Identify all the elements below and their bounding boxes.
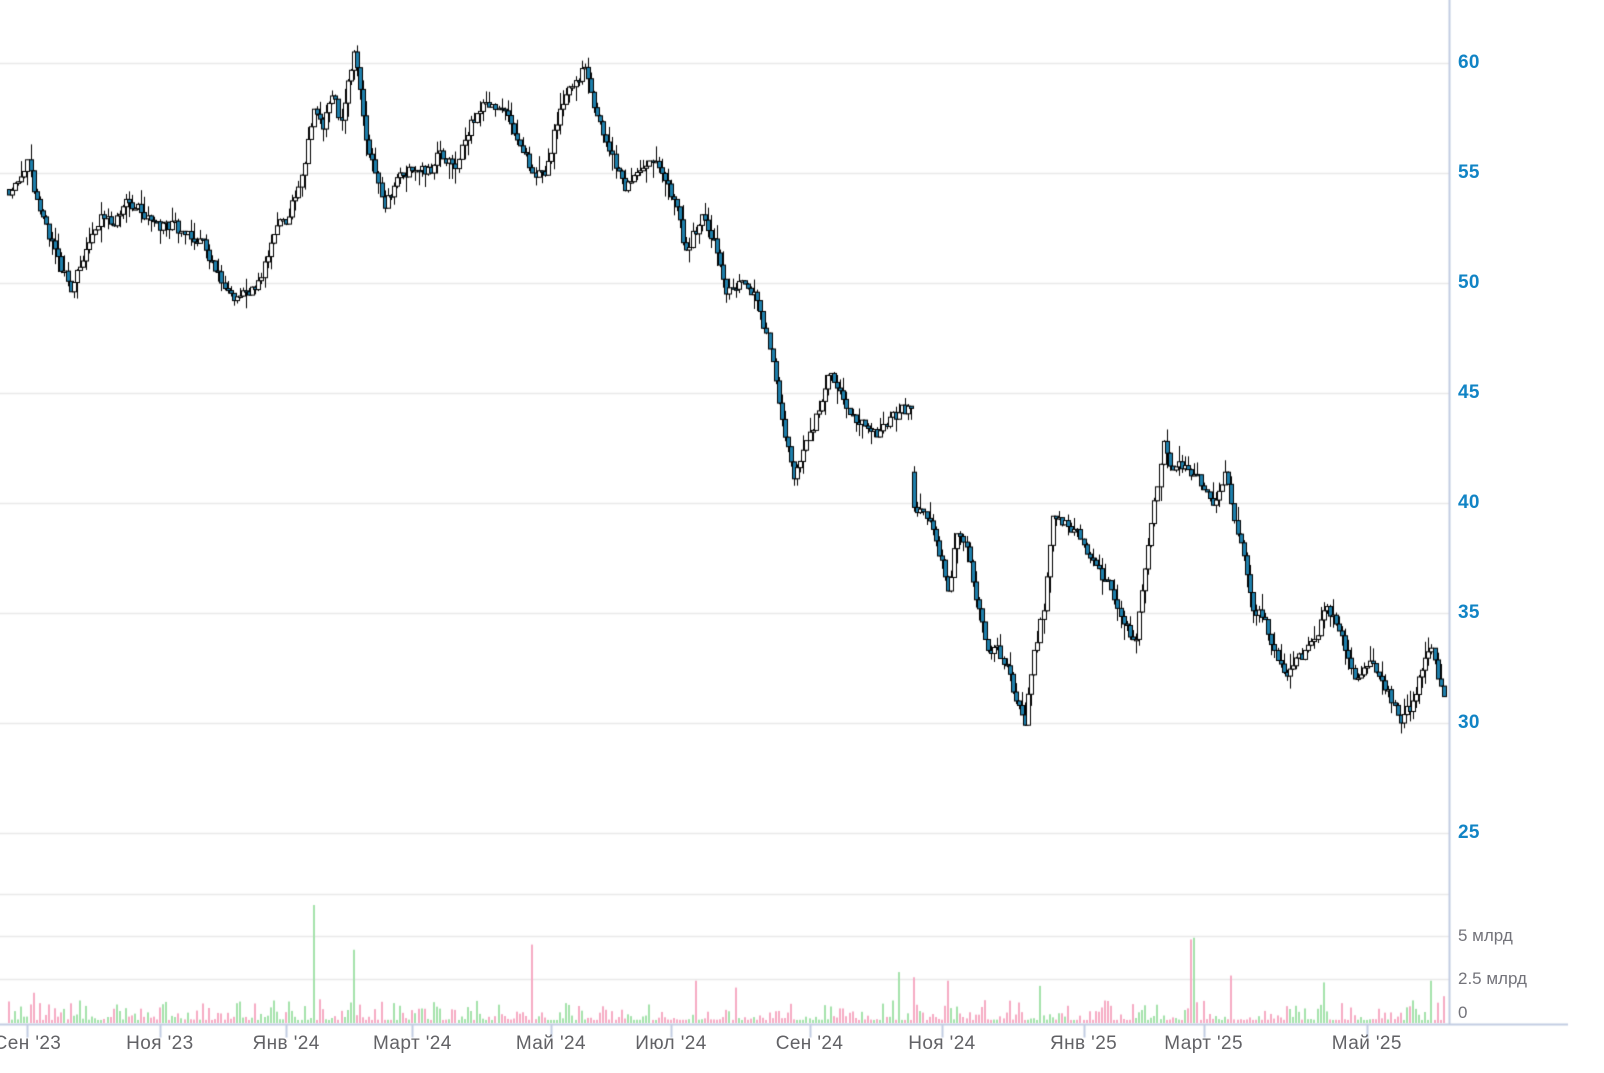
x-axis-label: Янв '25: [1049, 1033, 1118, 1054]
x-axis-label: Март '24: [372, 1033, 452, 1054]
x-axis-label: Ноя '23: [126, 1033, 194, 1054]
y-axis-label: 60: [1458, 52, 1480, 73]
y-axis-label: 55: [1458, 162, 1480, 183]
x-axis-label: Сен '24: [775, 1033, 844, 1054]
volume-axis-label: 5 млрд: [1458, 926, 1513, 945]
y-axis-label: 25: [1458, 822, 1480, 843]
x-axis-label: Июл '24: [635, 1033, 707, 1054]
x-axis-label: Май '24: [515, 1033, 586, 1054]
x-axis-label: Янв '24: [252, 1033, 320, 1054]
x-axis-label: Май '25: [1331, 1033, 1402, 1054]
x-axis-label: Сен '23: [0, 1033, 62, 1054]
y-axis-label: 40: [1458, 492, 1480, 513]
y-axis-label: 30: [1458, 712, 1480, 733]
y-axis-label: 45: [1458, 382, 1480, 403]
volume-axis-label: 2.5 млрд: [1458, 969, 1527, 988]
volume-axis-label: 0: [1458, 1003, 1468, 1022]
x-axis-label: Март '25: [1164, 1033, 1243, 1054]
x-axis-label: Ноя '24: [908, 1033, 976, 1054]
y-axis-label: 50: [1458, 272, 1480, 293]
y-axis-label: 35: [1458, 602, 1480, 623]
